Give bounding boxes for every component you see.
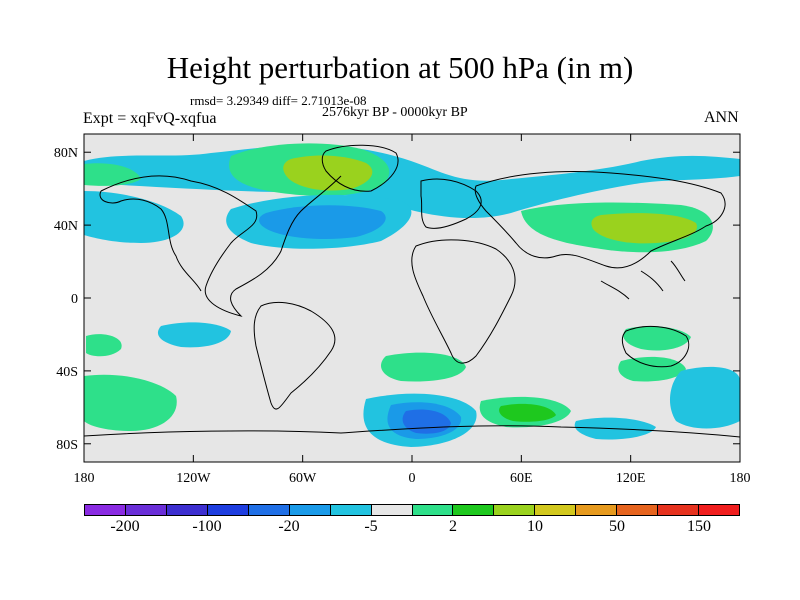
lat-tick-label: 80N <box>54 146 78 161</box>
colorbar-label: -5 <box>364 518 378 535</box>
colorbar-label: -200 <box>110 518 140 535</box>
colorbar-swatch <box>289 505 331 515</box>
coastlines <box>84 144 740 438</box>
lat-tick-label: 40S <box>56 365 78 380</box>
lat-tick-label: 0 <box>71 292 78 307</box>
colorbar-swatch <box>371 505 413 515</box>
colorbar-swatch <box>453 505 495 515</box>
colorbar-swatch <box>85 505 126 515</box>
colorbar-label: 50 <box>609 518 625 535</box>
colorbar-swatch <box>248 505 290 515</box>
coastline-greenland <box>321 144 399 192</box>
contour-fills <box>84 143 740 447</box>
colorbar-swatch <box>658 505 700 515</box>
lon-tick-label: 180 <box>730 471 751 486</box>
lon-tick-label: 60W <box>289 471 317 486</box>
tick-marks <box>83 134 741 462</box>
lon-tick-label: 60E <box>510 471 533 486</box>
colorbar-swatch <box>699 505 739 515</box>
coastline-australia <box>621 326 690 368</box>
lon-tick-label: 180 <box>74 471 95 486</box>
stats-label: rmsd= 3.29349 diff= 2.71013e-08 <box>190 93 367 108</box>
colorbar-swatch <box>412 505 454 515</box>
colorbar-label: 2 <box>449 518 457 535</box>
contour-positive-southwest <box>84 374 177 431</box>
contour-negative-mid <box>259 205 386 239</box>
coastline-islands <box>600 260 686 300</box>
lat-tick-label: 40N <box>54 219 78 234</box>
contour-negative-pacific <box>84 191 184 243</box>
coastline-europe <box>420 178 482 229</box>
colorbar-swatch <box>207 505 249 515</box>
lat-tick-label: 80S <box>56 438 78 453</box>
contour-positive-south-indian-inner <box>499 403 556 422</box>
coastline-north-america <box>99 175 342 317</box>
contour-negative-far-south-pacific <box>669 366 740 429</box>
contour-positive-indian <box>618 356 686 382</box>
contour-positive-asia-inner <box>591 213 697 244</box>
lat-labels: 80N 40N 0 40S 80S <box>54 146 78 453</box>
coastline-antarctica <box>84 425 740 438</box>
colorbar-swatch <box>576 505 618 515</box>
coastline-south-america <box>253 301 336 410</box>
map-title: Height perturbation at 500 hPa (in m) <box>166 50 634 85</box>
colorbar-labels: -200 -100 -20 -5 2 10 50 150 <box>84 518 740 542</box>
colorbar-label: -20 <box>278 518 300 535</box>
colorbar-label: -100 <box>192 518 222 535</box>
contour-positive-south-atlantic <box>381 352 466 382</box>
colorbar-label: 10 <box>527 518 543 535</box>
colorbar-label: 150 <box>687 518 711 535</box>
colorbar <box>84 504 740 516</box>
colorbar-swatch <box>125 505 167 515</box>
lon-labels: 180 120W 60W 0 60E 120E 180 <box>74 471 751 486</box>
season-label: ANN <box>704 109 739 126</box>
contour-positive-australia <box>623 326 691 351</box>
experiment-label: Expt = xqFvQ-xqfua <box>83 110 217 127</box>
colorbar-swatch <box>330 505 372 515</box>
coastline-asia <box>474 171 726 269</box>
colorbar-swatch <box>494 505 536 515</box>
lon-tick-label: 0 <box>409 471 416 486</box>
colorbar-swatch <box>535 505 577 515</box>
contour-negative-south-pacific <box>157 322 231 348</box>
coastline-africa <box>411 239 516 364</box>
lon-tick-label: 120W <box>176 471 211 486</box>
lon-tick-label: 120E <box>616 471 646 486</box>
map-panel <box>83 133 741 463</box>
colorbar-swatch <box>617 505 659 515</box>
period-label: 2576kyr BP - 0000kyr BP <box>322 105 468 120</box>
contour-positive-south-pacific <box>86 334 122 357</box>
colorbar-swatch <box>166 505 208 515</box>
